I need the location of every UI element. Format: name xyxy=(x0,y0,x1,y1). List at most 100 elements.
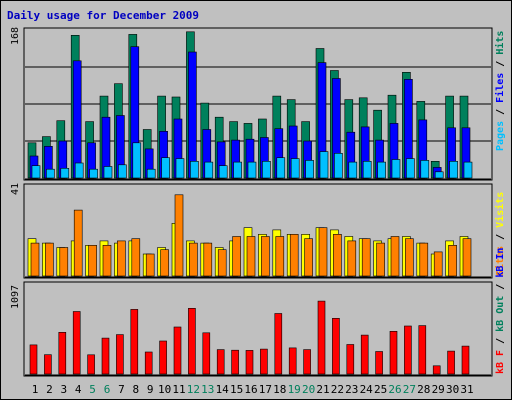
bar-pages xyxy=(190,161,199,179)
bar-kb-in xyxy=(87,354,95,375)
day-label: 27 xyxy=(403,383,416,396)
bar-kb-in xyxy=(332,317,340,375)
bar-sites xyxy=(361,238,371,277)
legend-visits: Visits xyxy=(494,192,506,228)
day-label: 2 xyxy=(46,383,53,396)
bar-pages xyxy=(276,157,286,179)
bar-pages xyxy=(290,158,300,179)
day-label: 21 xyxy=(316,383,329,396)
bar-kb-in xyxy=(404,325,412,375)
day-label: 3 xyxy=(60,383,67,396)
bar-pages xyxy=(146,168,156,179)
bar-kb-in xyxy=(447,350,455,375)
bar-kb-in xyxy=(231,349,239,375)
bar-pages xyxy=(334,153,343,179)
legend-slash-3: / xyxy=(495,228,506,246)
bar-pages xyxy=(175,158,185,179)
bar-kb-in xyxy=(245,350,254,375)
bottom-max-label: 1097 xyxy=(10,285,21,309)
bar-kb-in xyxy=(101,337,110,375)
day-label: 13 xyxy=(201,383,214,396)
bar-sites xyxy=(45,242,54,277)
bar-sites xyxy=(30,242,40,277)
bar-sites xyxy=(433,251,443,277)
day-label: 9 xyxy=(147,383,154,396)
bar-pages xyxy=(46,168,55,179)
day-labels: 1 2 3 4 5 6 7 8 9 10 11 12 13 14 15 16 17 18 19 20 21 22 23 24 2… xyxy=(32,383,474,396)
bar-sites xyxy=(405,238,414,277)
day-label: 14 xyxy=(216,383,230,396)
legend-files: Files xyxy=(494,73,506,103)
day-label: 26 xyxy=(388,383,401,396)
bar-kb-in xyxy=(144,351,153,375)
bar-kb-in xyxy=(116,334,124,375)
bar-kb-in xyxy=(418,325,427,375)
bar-pages xyxy=(463,161,473,179)
bar-pages xyxy=(74,162,84,179)
day-label: 1 xyxy=(32,383,39,396)
legend-kbf: kB F xyxy=(495,350,506,374)
bar-files xyxy=(188,51,197,179)
bar-sites xyxy=(189,242,198,277)
bar-sites xyxy=(102,245,112,277)
bar-sites xyxy=(73,209,83,277)
bar-pages xyxy=(233,161,242,179)
bar-pages xyxy=(420,160,430,179)
bar-sites xyxy=(117,240,126,277)
bar-kb-in xyxy=(432,365,441,375)
bar-kb-in xyxy=(44,354,52,375)
bar-sites xyxy=(462,238,472,277)
bar-sites xyxy=(390,236,400,277)
bar-kb-in xyxy=(29,344,38,375)
middle-legend: Sites / Visits xyxy=(494,192,506,276)
legend-kbout: kB Out xyxy=(495,296,506,332)
bar-sites xyxy=(88,245,97,277)
bar-sites xyxy=(448,245,457,277)
bar-kb-in xyxy=(173,326,182,375)
bar-pages xyxy=(305,160,314,179)
bar-pages xyxy=(218,165,228,179)
day-label: 7 xyxy=(118,383,125,396)
day-label: 18 xyxy=(273,383,286,396)
bar-kb-in xyxy=(303,349,311,375)
legend-kbin: kB In xyxy=(495,248,506,278)
bar-kb-in xyxy=(260,348,268,375)
legend-hits: Hits xyxy=(494,31,506,55)
bar-kb-in xyxy=(274,313,283,375)
day-label: 30 xyxy=(446,383,459,396)
bar-kb-in xyxy=(317,300,326,375)
day-label: 22 xyxy=(331,383,344,396)
bar-sites xyxy=(59,247,69,277)
day-label: 20 xyxy=(302,383,315,396)
bar-kb-in xyxy=(461,345,470,375)
bar-kb-in xyxy=(216,349,225,375)
legend-pages: Pages xyxy=(495,121,506,151)
day-label: 4 xyxy=(75,383,82,396)
bar-pages xyxy=(89,168,98,179)
bar-kb-in xyxy=(159,340,167,375)
bar-kb-in xyxy=(346,344,355,375)
bar-pages xyxy=(434,171,444,179)
bar-pages xyxy=(377,161,386,179)
day-label: 23 xyxy=(345,383,358,396)
legend-sites: Sites xyxy=(494,246,506,276)
legend-slash-1: / xyxy=(495,103,506,121)
bar-sites xyxy=(376,242,385,277)
middle-max-label: 41 xyxy=(10,183,21,195)
day-label: 31 xyxy=(460,383,473,396)
bar-pages xyxy=(60,168,70,179)
bar-sites xyxy=(347,240,357,277)
bar-sites xyxy=(333,234,342,277)
day-label: 5 xyxy=(89,383,96,396)
bar-sites xyxy=(145,253,155,277)
bar-pages xyxy=(262,161,271,179)
bottom-legend: kB F / kB Out / kB In xyxy=(495,248,506,374)
legend-slash-4: / xyxy=(495,332,506,350)
bar-sites xyxy=(275,236,285,277)
bar-sites xyxy=(160,249,169,277)
day-label: 6 xyxy=(104,383,111,396)
bar-pages xyxy=(161,157,170,179)
bar-files xyxy=(72,60,82,179)
legend-slash-5: / xyxy=(495,278,506,296)
